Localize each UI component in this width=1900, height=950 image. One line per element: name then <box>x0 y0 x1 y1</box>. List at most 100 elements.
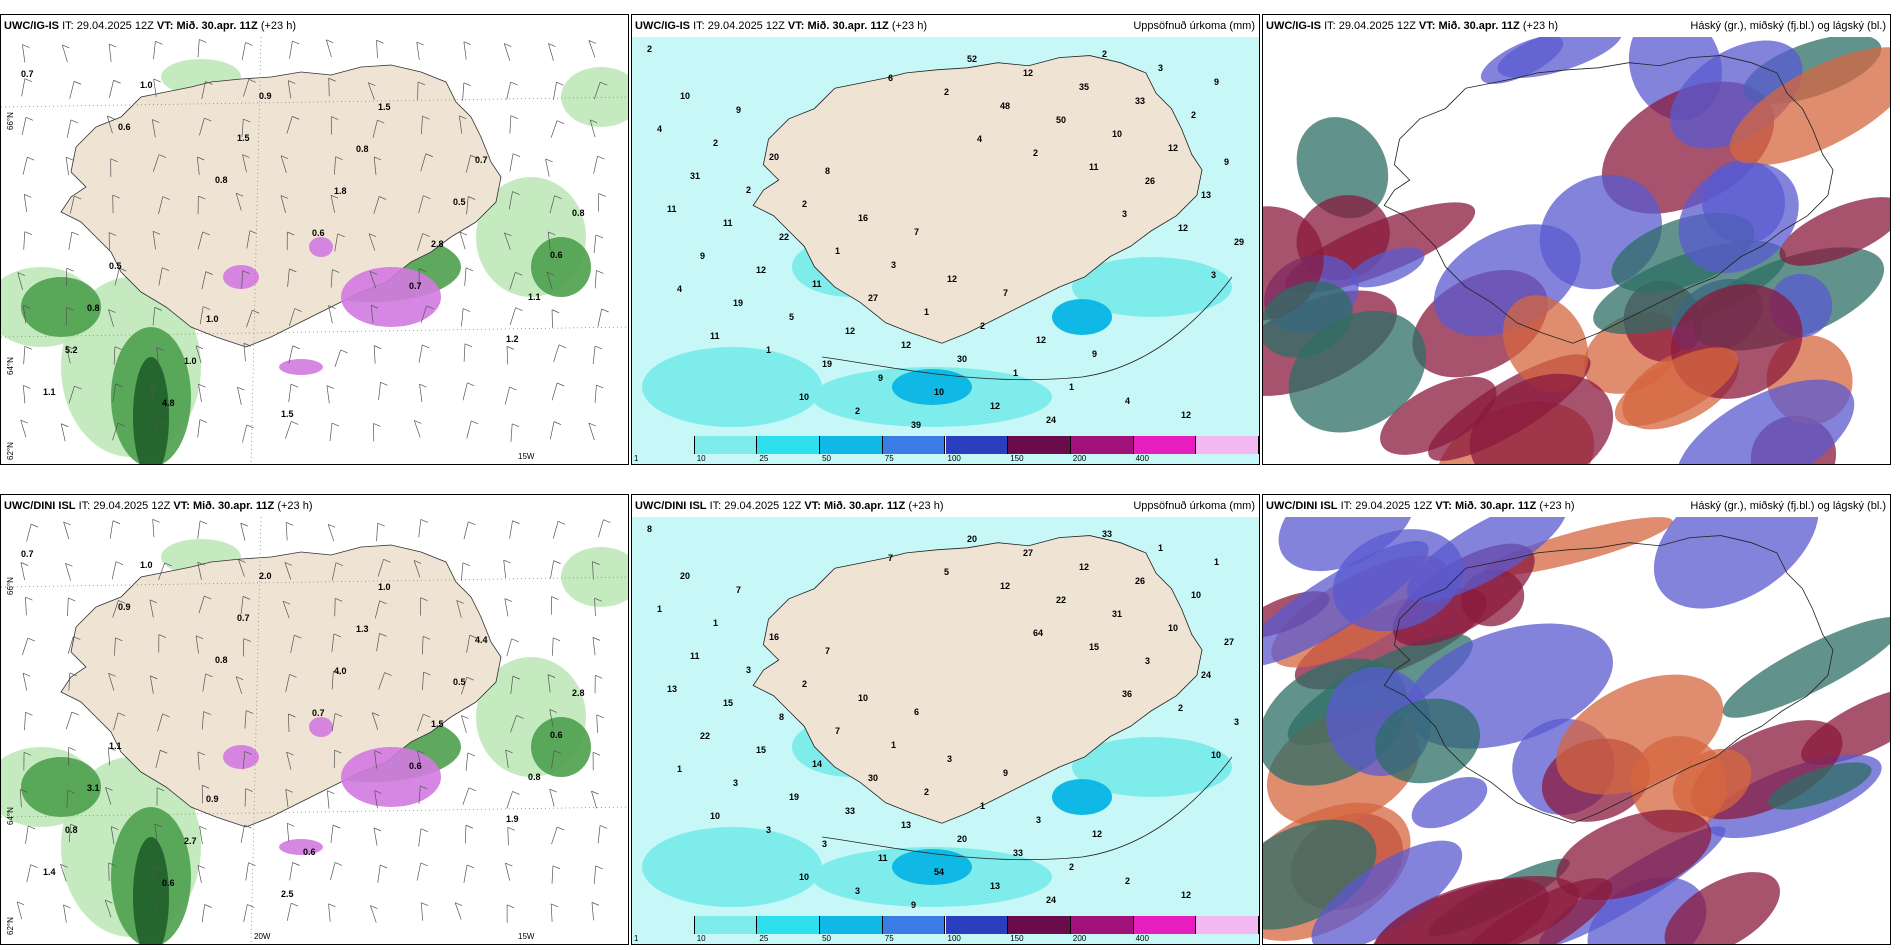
colorbar-cell <box>1133 436 1197 454</box>
wind-barb-flag <box>199 419 208 423</box>
wind-barb <box>461 715 467 733</box>
wind-barb-flag <box>23 751 32 756</box>
wind-barb <box>378 382 381 401</box>
wind-barb-flag <box>63 521 71 526</box>
wind-barb-flag <box>69 672 78 677</box>
wind-barb <box>331 633 335 652</box>
wind-barb-flag <box>462 562 471 567</box>
wind-barb-flag <box>588 422 596 427</box>
lead-time: (+23 h) <box>260 20 297 32</box>
cloud-layer <box>1371 878 1550 944</box>
cloud-layer <box>1614 347 1738 427</box>
wind-barb-flag <box>337 233 345 238</box>
wind-barb <box>591 902 594 921</box>
wind-barb <box>197 865 202 884</box>
wind-barb-flag <box>553 750 562 754</box>
wind-barb <box>597 825 601 844</box>
wind-barb-flag <box>25 117 34 121</box>
wind-barb <box>552 521 559 539</box>
wind-barb <box>504 386 510 405</box>
wind-barb-flag <box>288 80 296 84</box>
precip-value: 5 <box>944 567 949 577</box>
precip-value: 15 <box>723 698 733 708</box>
wind-barb <box>197 39 200 58</box>
wind-barb-flag <box>372 712 380 716</box>
precip-band <box>642 827 822 907</box>
grid-line <box>1 576 628 588</box>
colorbar-cell <box>882 916 946 934</box>
cloud-layer <box>1556 809 1712 900</box>
snow-value: 4.8 <box>162 398 175 408</box>
it-value: 29.04.2025 12Z <box>707 20 785 32</box>
wind-barb <box>506 638 512 657</box>
wind-barb-flag <box>150 675 158 680</box>
wind-barb <box>201 711 205 730</box>
snow-value: 1.5 <box>431 719 444 729</box>
wind-barb <box>289 862 293 881</box>
precip-value: 11 <box>667 204 677 214</box>
wind-barb-flag <box>515 307 523 312</box>
wind-barb <box>17 272 23 290</box>
precip-value: 24 <box>1201 670 1211 680</box>
lat-label: 62°N <box>6 442 15 460</box>
wind-barb <box>417 714 424 732</box>
wind-barb-flag <box>70 119 78 124</box>
colorbar-cell <box>1196 436 1259 454</box>
wind-barb <box>330 195 335 213</box>
colorbar-cell <box>1008 916 1071 934</box>
wind-barb <box>242 424 248 443</box>
grid-line <box>1 96 628 108</box>
lead-time: (+23 h) <box>1522 20 1559 32</box>
snow-patch <box>223 265 259 289</box>
lead-time: (+23 h) <box>908 500 944 512</box>
wind-barb <box>509 115 512 134</box>
wind-barb <box>464 825 467 844</box>
precip-value: 2 <box>1033 148 1038 158</box>
wind-barb-flag <box>164 562 172 567</box>
precip-value: 11 <box>812 279 822 289</box>
wind-barb-flag <box>333 633 342 638</box>
wind-barb-flag <box>244 824 252 829</box>
wind-barb-flag <box>505 862 513 867</box>
wind-barb <box>367 82 375 100</box>
snow-value: 0.7 <box>237 613 250 623</box>
wind-barb <box>459 231 466 250</box>
precip-value: 19 <box>822 359 832 369</box>
wind-barb <box>418 828 422 847</box>
panel-r1-precip: UWC/DINI ISL IT: 29.04.2025 12Z VT: Mið.… <box>631 494 1260 945</box>
colorbar-cell <box>757 436 821 454</box>
wind-barb <box>243 79 250 97</box>
wind-barb-flag <box>328 77 336 82</box>
wind-barb <box>152 900 160 918</box>
wind-barb-flag <box>592 637 601 641</box>
precip-value: 3 <box>766 825 771 835</box>
snow-value: 1.0 <box>206 314 219 324</box>
wind-barb <box>328 305 333 324</box>
precip-value: 12 <box>1023 68 1033 78</box>
colorbar-cell <box>1070 916 1134 934</box>
model-name: UWC/DINI ISL <box>635 500 707 512</box>
wind-barb <box>202 673 206 692</box>
wind-barb-flag <box>332 824 341 829</box>
wind-barb-flag <box>204 117 212 122</box>
wind-barb <box>240 596 244 615</box>
precip-value: 13 <box>1201 190 1211 200</box>
precip-map: 2987791210201612124922321342111223122273… <box>632 37 1259 464</box>
wind-barb-flag <box>373 345 382 349</box>
panel-r0-precip: UWC/IG-IS IT: 29.04.2025 12Z VT: Mið. 30… <box>631 14 1260 465</box>
wind-barb-flag <box>326 385 335 389</box>
wind-barb <box>61 44 68 63</box>
wind-barb-flag <box>73 81 82 85</box>
wind-barb <box>466 635 471 653</box>
wind-barb-flag <box>119 267 127 272</box>
precip-value: 1 <box>766 345 771 355</box>
wind-barb <box>25 597 27 616</box>
wind-barb-flag <box>114 346 123 351</box>
wind-barb-flag <box>195 345 204 350</box>
cloud-map <box>1263 37 1890 464</box>
wind-barb <box>456 600 462 618</box>
wind-barb-flag <box>247 904 255 908</box>
it-value: 29.04.2025 12Z <box>724 500 802 512</box>
colorbar-tick: 100 <box>947 934 961 943</box>
wind-barb-flag <box>23 305 31 309</box>
